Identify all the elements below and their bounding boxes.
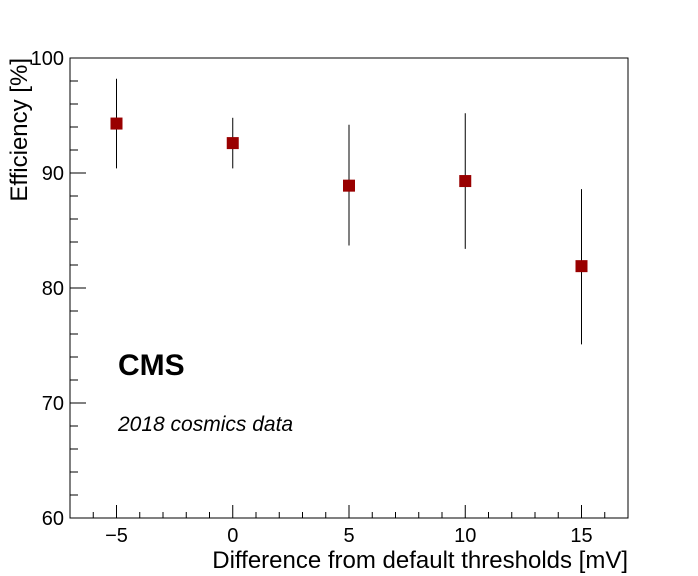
y-tick-label: 80 bbox=[42, 278, 64, 300]
dataset-label: 2018 cosmics data bbox=[117, 413, 293, 436]
data-point-marker bbox=[575, 260, 588, 273]
data-point-marker bbox=[343, 179, 355, 192]
y-tick-label: 90 bbox=[42, 163, 64, 185]
data-point-marker bbox=[110, 117, 123, 130]
data-points bbox=[110, 117, 588, 273]
x-tick-label: 5 bbox=[343, 525, 354, 547]
x-axis-label: Difference from default thresholds [mV] bbox=[212, 547, 628, 574]
x-tick-label: 0 bbox=[227, 525, 238, 547]
y-axis-label: Efficiency [%] bbox=[6, 58, 33, 202]
y-tick-label: 100 bbox=[31, 48, 64, 70]
x-tick-labels: −5 0 5 10 15 bbox=[105, 525, 593, 547]
x-tick-label: 15 bbox=[570, 525, 592, 547]
error-bars bbox=[116, 78, 582, 345]
y-tick-label: 70 bbox=[42, 393, 64, 415]
data-point-marker bbox=[226, 137, 239, 150]
y-tick-labels: 60 70 80 90 100 bbox=[31, 48, 64, 530]
axis-ticks bbox=[69, 57, 629, 519]
x-tick-label: 10 bbox=[454, 525, 476, 547]
y-tick-label: 60 bbox=[42, 508, 64, 530]
x-tick-label: −5 bbox=[105, 525, 128, 547]
cms-label: CMS bbox=[118, 349, 185, 382]
data-point-marker bbox=[459, 175, 472, 188]
